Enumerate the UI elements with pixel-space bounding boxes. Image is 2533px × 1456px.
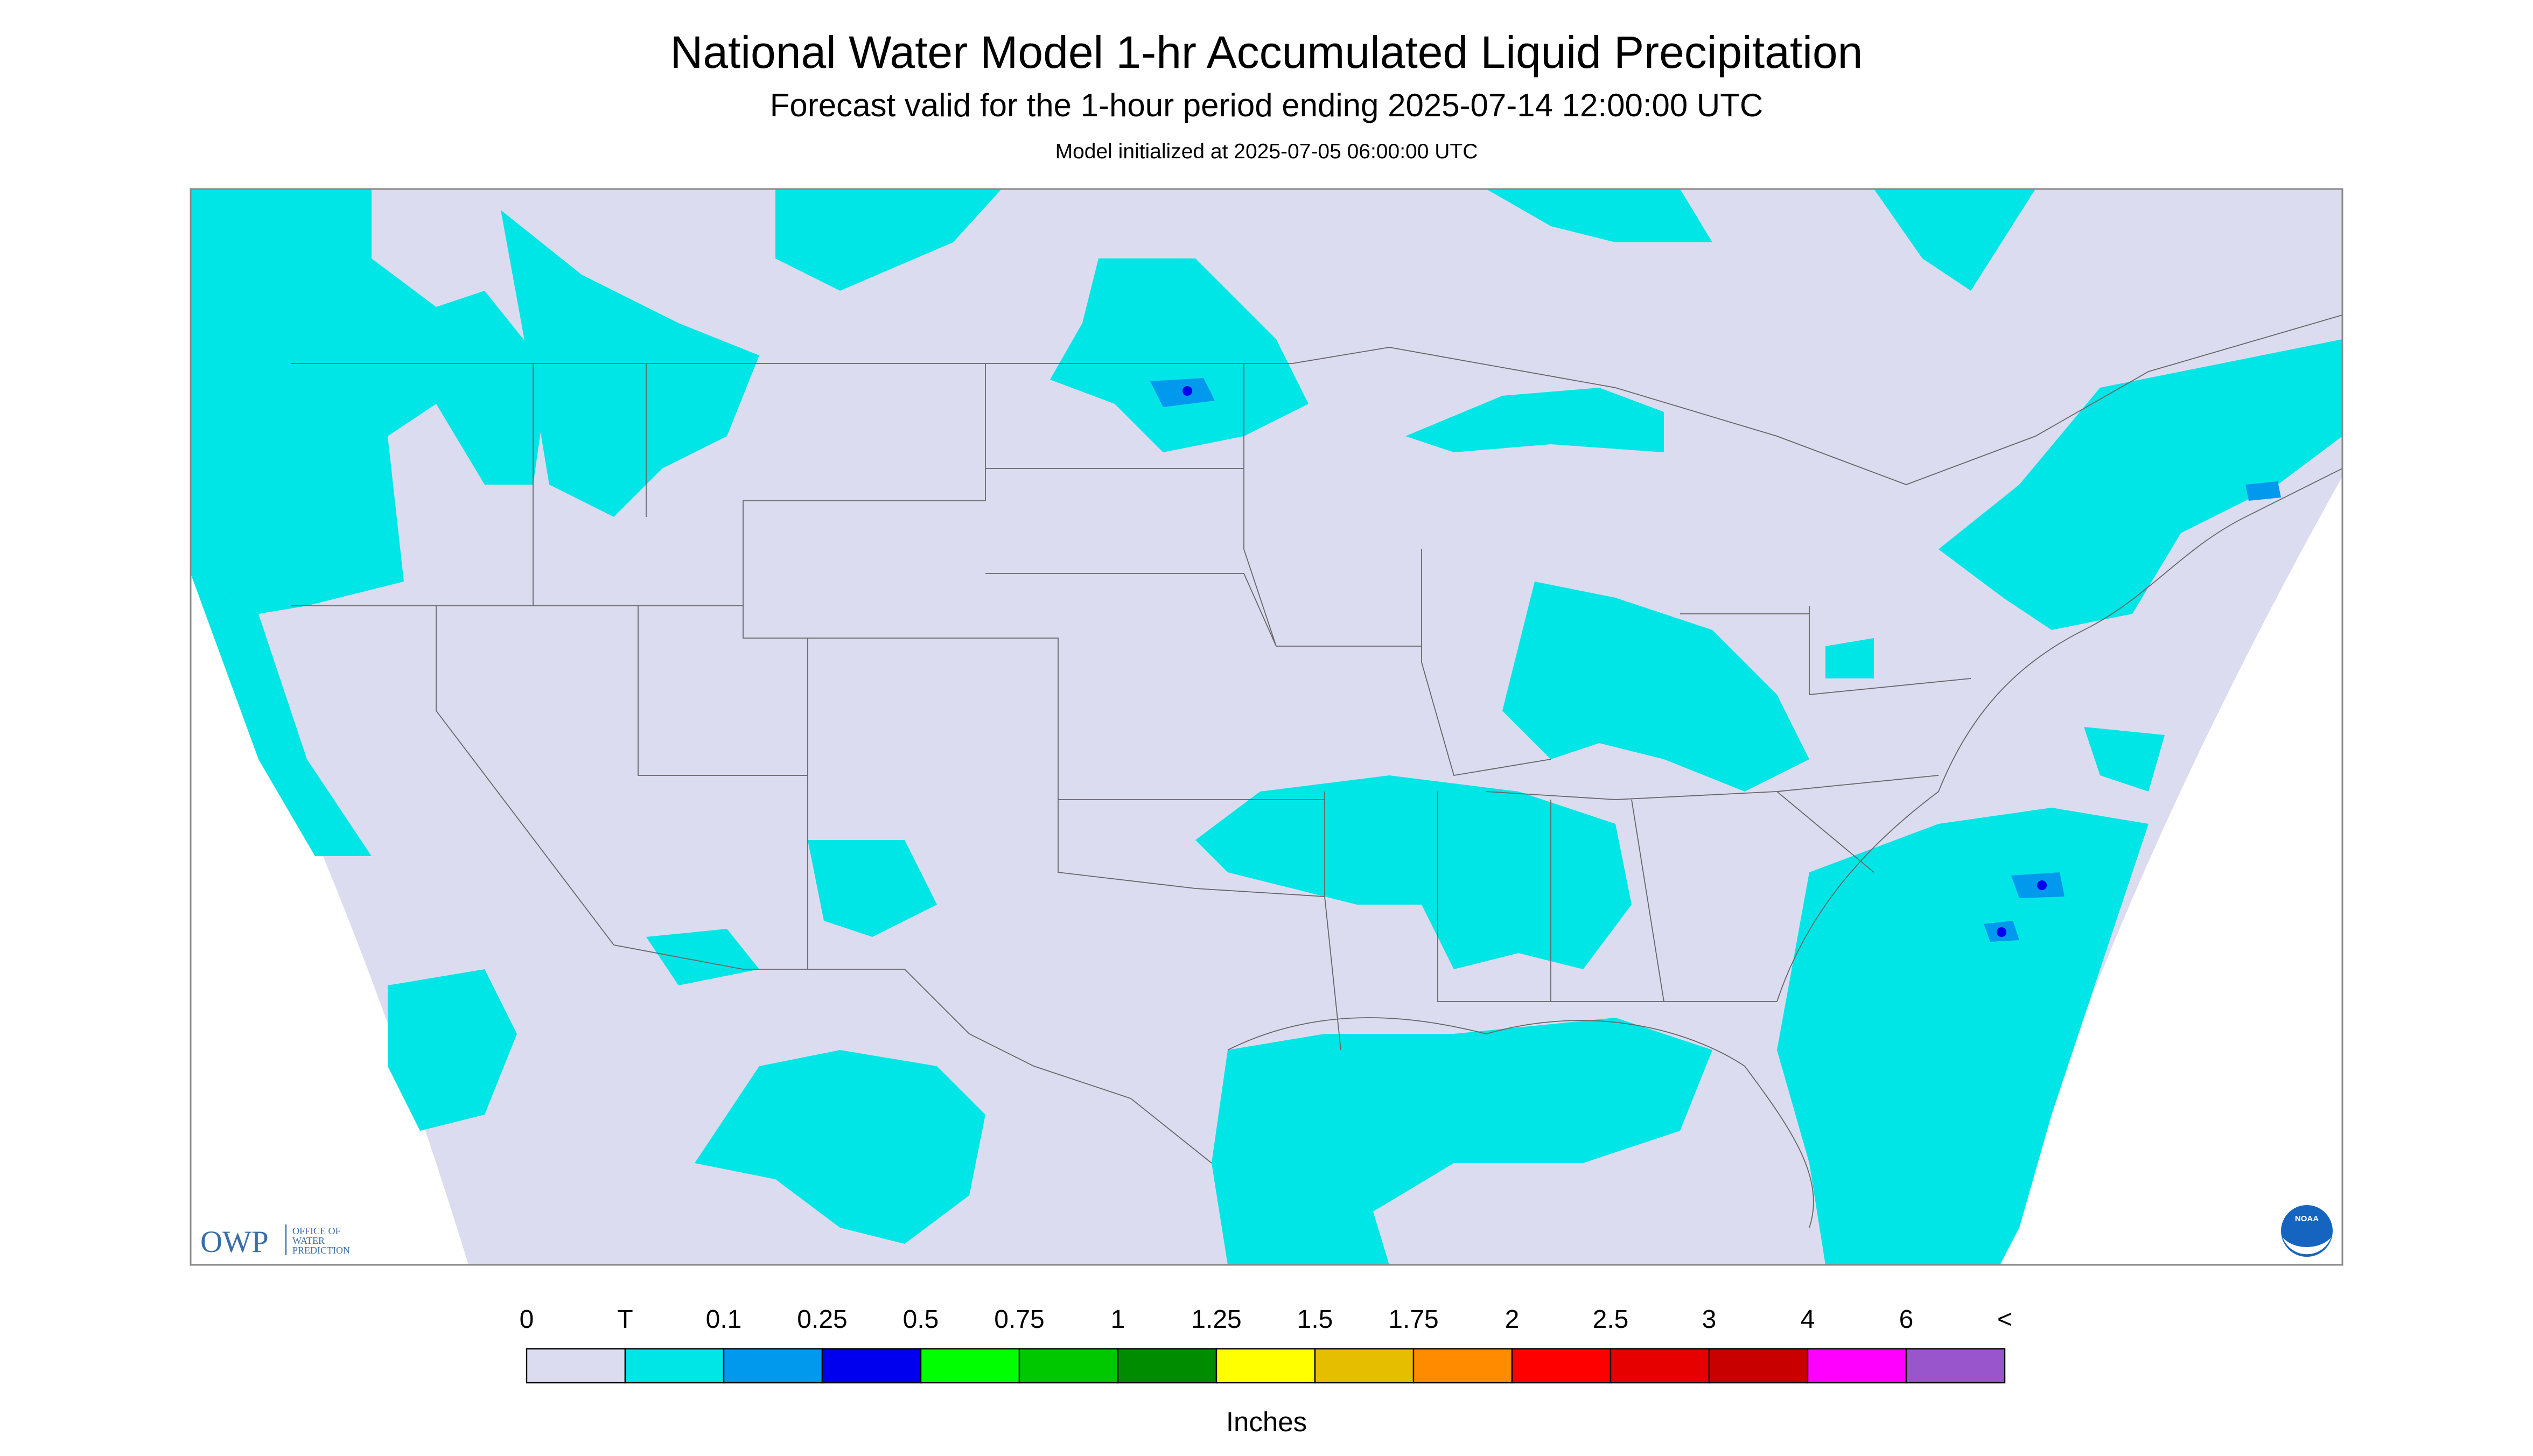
owp-logo: OWP [200, 1225, 269, 1259]
legend-swatch [1215, 1348, 1316, 1384]
legend-swatch [1018, 1348, 1119, 1384]
noaa-logo-text: NOAA [2295, 1214, 2319, 1223]
boundaries [291, 314, 2343, 1228]
title: National Water Model 1-hr Accumulated Li… [670, 27, 1863, 78]
legend-label: 4 [1801, 1305, 1815, 1334]
subtitle: Forecast valid for the 1-hour period end… [770, 87, 1763, 123]
legend-swatch [821, 1348, 922, 1384]
init-note: Model initialized at 2025-07-05 06:00:00… [1055, 140, 1478, 163]
legend-label: < [1997, 1305, 2012, 1334]
legend-label: 2.5 [1593, 1305, 1629, 1334]
owp-name-line: OFFICE OF [292, 1226, 341, 1236]
legend-swatch [624, 1348, 725, 1384]
legend-label: 0.5 [903, 1305, 939, 1334]
legend-swatch [723, 1348, 823, 1384]
legend-label: 3 [1702, 1305, 1717, 1334]
legend-label: 0.25 [797, 1305, 847, 1334]
legend-swatch [1905, 1348, 2006, 1384]
legend-unit: Inches [1226, 1406, 1307, 1437]
owp-name-line: PREDICTION [292, 1245, 350, 1256]
legend-swatch [1314, 1348, 1415, 1384]
legend-label: T [617, 1305, 633, 1334]
legend-label: 0.1 [706, 1305, 742, 1334]
legend-label: 2 [1505, 1305, 1520, 1334]
legend-swatch [920, 1348, 1020, 1384]
map-panel: OWP OFFICE OF WATER PREDICTION NOAA [190, 188, 2343, 1266]
legend-label: 0 [520, 1305, 534, 1334]
legend-label: 6 [1899, 1305, 1914, 1334]
legend-swatch [1807, 1348, 1907, 1384]
legend-label: 1.75 [1388, 1305, 1438, 1334]
legend-label: 0.75 [994, 1305, 1044, 1334]
owp-name-line: WATER [292, 1235, 325, 1246]
legend-swatch [1610, 1348, 1710, 1384]
noaa-logo [2281, 1205, 2333, 1257]
legend-swatch [1511, 1348, 1612, 1384]
legend-label: 1.5 [1297, 1305, 1333, 1334]
noaa-logo-wave [2283, 1237, 2331, 1255]
legend-label: 1 [1111, 1305, 1125, 1334]
legend-swatch [1412, 1348, 1513, 1384]
legend-swatch [1708, 1348, 1809, 1384]
legend-label: 1.25 [1191, 1305, 1241, 1334]
map-frame [190, 188, 2343, 1266]
legend-swatch [1117, 1348, 1217, 1384]
legend-swatch [526, 1348, 626, 1384]
legend: 0 T 0.1 0.25 0.5 0.75 1 1.25 1.5 1.75 2 2.5 3 4 6 < [520, 1305, 2012, 1384]
